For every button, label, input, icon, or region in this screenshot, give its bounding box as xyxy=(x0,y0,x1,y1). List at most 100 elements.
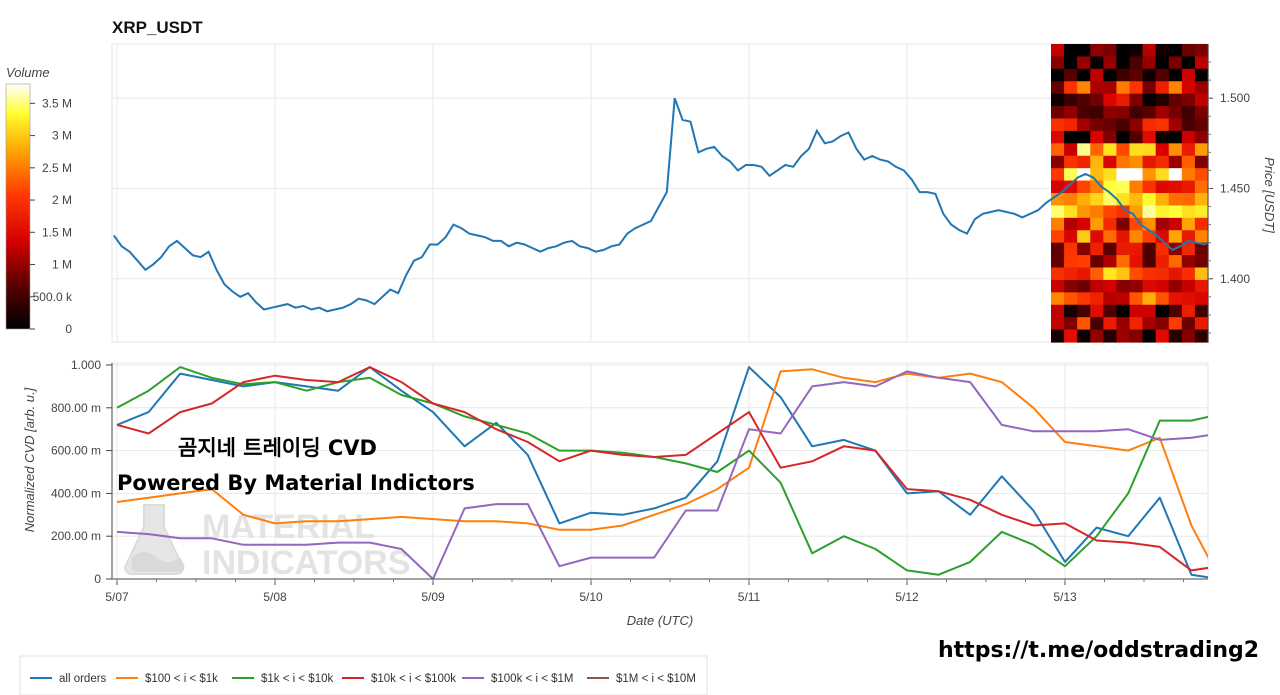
heatmap-cell xyxy=(1051,106,1065,120)
heatmap-cell xyxy=(1077,329,1091,343)
heatmap-cell xyxy=(1155,304,1170,318)
heatmap-cell xyxy=(1168,56,1183,70)
heatmap-cell xyxy=(1064,292,1078,306)
heatmap-cell xyxy=(1129,106,1144,120)
cvd-series-line xyxy=(116,366,1208,572)
heatmap-cell xyxy=(1155,205,1170,219)
heatmap-cell xyxy=(1129,118,1144,132)
heatmap-cell xyxy=(1103,81,1118,95)
heatmap-cell xyxy=(1103,168,1118,182)
heatmap-cell xyxy=(1155,118,1170,132)
legend-label[interactable]: $10k < i < $100k xyxy=(371,673,456,685)
heatmap-cell xyxy=(1090,292,1104,306)
heatmap-cell xyxy=(1168,329,1183,343)
heatmap-cell xyxy=(1155,217,1170,231)
heatmap-cell xyxy=(1090,93,1104,107)
heatmap-cell xyxy=(1129,93,1144,107)
cvd-tick-label: 200.00 m xyxy=(51,529,101,543)
heatmap-cell xyxy=(1090,68,1104,82)
legend-label[interactable]: $100 < i < $1k xyxy=(145,673,218,685)
heatmap-cell xyxy=(1103,230,1118,244)
heatmap-cell xyxy=(1077,217,1091,231)
heatmap-cell xyxy=(1142,180,1157,194)
heatmap-cell xyxy=(1064,242,1078,256)
legend-label[interactable]: $100k < i < $1M xyxy=(491,673,573,685)
heatmap-cell xyxy=(1155,279,1170,293)
heatmap-cell xyxy=(1142,279,1157,293)
cvd-tick-label: 600.00 m xyxy=(51,444,101,458)
heatmap-cell xyxy=(1064,68,1078,82)
heatmap-cell xyxy=(1181,255,1196,269)
heatmap-cell xyxy=(1155,329,1170,343)
heatmap-cell xyxy=(1064,118,1078,132)
heatmap-cell xyxy=(1181,329,1196,343)
heatmap-cell xyxy=(1129,304,1144,318)
price-panel: 1.500 1.450 1.400 Price [USDT] xyxy=(111,43,1277,343)
heatmap-cell xyxy=(1103,130,1118,144)
heatmap-cell xyxy=(1051,317,1065,331)
legend-label[interactable]: all orders xyxy=(59,673,107,685)
heatmap-cell xyxy=(1077,304,1091,318)
heatmap-cell xyxy=(1077,143,1091,157)
price-axis-label: Price [USDT] xyxy=(1262,157,1277,233)
heatmap-cell xyxy=(1155,168,1170,182)
heatmap-cell xyxy=(1142,143,1157,157)
heatmap-cell xyxy=(1103,317,1118,331)
heatmap-cell xyxy=(1194,230,1209,244)
heatmap-cell xyxy=(1064,130,1078,144)
heatmap-cell xyxy=(1090,255,1104,269)
heatmap-cell xyxy=(1064,230,1078,244)
colorbar-tick-label: 3.5 M xyxy=(42,96,72,110)
heatmap-cell xyxy=(1064,180,1078,194)
heatmap-cell xyxy=(1142,242,1157,256)
heatmap-cell xyxy=(1168,267,1183,281)
heatmap-cell xyxy=(1129,255,1144,269)
heatmap-cell xyxy=(1051,130,1065,144)
heatmap-cell xyxy=(1051,230,1065,244)
heatmap-cell xyxy=(1129,217,1144,231)
heatmap-cell xyxy=(1168,93,1183,107)
heatmap-cell xyxy=(1194,155,1209,169)
legend-label[interactable]: $1k < i < $10k xyxy=(261,673,333,685)
legend-label[interactable]: $1M < i < $10M xyxy=(616,673,696,685)
heatmap-cell xyxy=(1142,155,1157,169)
colorbar-tick-label: 500.0 k xyxy=(33,290,73,304)
heatmap-cell xyxy=(1051,267,1065,281)
heatmap-cell xyxy=(1116,279,1131,293)
heatmap-cell xyxy=(1051,304,1065,318)
heatmap-cell xyxy=(1064,317,1078,331)
heatmap-cell xyxy=(1116,267,1131,281)
price-tick-label: 1.400 xyxy=(1220,272,1250,286)
heatmap-cell xyxy=(1051,44,1065,58)
heatmap-cell xyxy=(1090,130,1104,144)
heatmap-cell xyxy=(1129,230,1144,244)
heatmap-cell xyxy=(1077,56,1091,70)
heatmap-cell xyxy=(1064,168,1078,182)
telegram-link[interactable]: https://t.me/oddstrading2 xyxy=(938,638,1259,663)
cvd-panel: MATERIAL INDICATORS 1.000 800.00 m 600.00 … xyxy=(22,358,1209,628)
x-tick-label: 5/10 xyxy=(579,590,603,604)
heatmap-cell xyxy=(1116,230,1131,244)
heatmap-cell xyxy=(1142,56,1157,70)
heatmap-cell xyxy=(1168,217,1183,231)
heatmap-cell xyxy=(1194,205,1209,219)
heatmap-cell xyxy=(1181,68,1196,82)
heatmap-cell xyxy=(1090,279,1104,293)
heatmap-cell xyxy=(1194,44,1209,58)
heatmap-cell xyxy=(1103,304,1118,318)
chart-title: XRP_USDT xyxy=(112,18,203,37)
heatmap-cell xyxy=(1103,205,1118,219)
heatmap-cell xyxy=(1142,44,1157,58)
heatmap-cell xyxy=(1064,93,1078,107)
heatmap-cell xyxy=(1051,168,1065,182)
cvd-tick-label: 400.00 m xyxy=(51,486,101,500)
heatmap-cell xyxy=(1103,143,1118,157)
heatmap-cell xyxy=(1194,118,1209,132)
watermark-line1: MATERIAL xyxy=(202,508,375,546)
price-plot-area xyxy=(111,43,1209,343)
heatmap-cell xyxy=(1168,106,1183,120)
legend-box xyxy=(19,655,708,695)
heatmap-cell xyxy=(1103,217,1118,231)
heatmap-cell xyxy=(1090,205,1104,219)
colorbar-tick-label: 0 xyxy=(65,322,72,336)
